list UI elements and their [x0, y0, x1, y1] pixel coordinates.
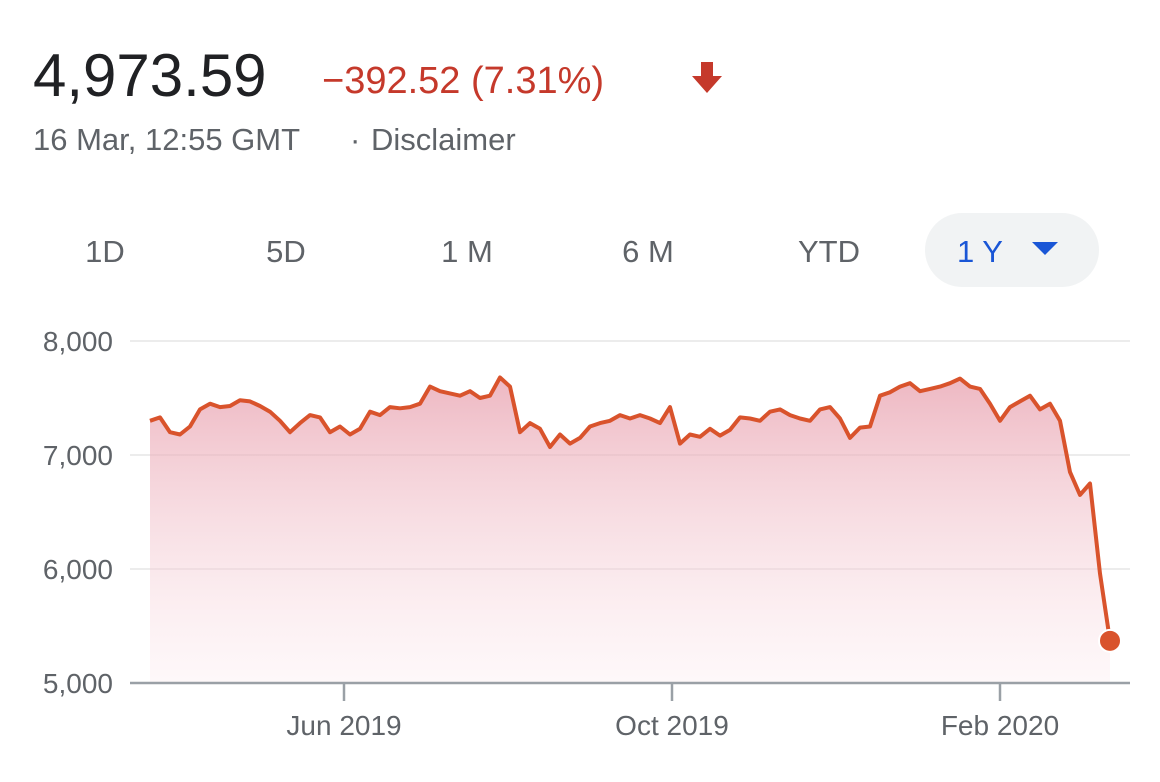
y-tick-label: 8,000: [43, 326, 113, 357]
x-tick-label: Oct 2019: [615, 710, 729, 741]
y-tick-label: 6,000: [43, 554, 113, 585]
timestamp: 16 Mar, 12:55 GMT: [33, 122, 300, 157]
price: 4,973.59: [33, 42, 267, 109]
tab[interactable]: 1D: [85, 234, 125, 269]
price-change: −392.52 (7.31%): [322, 60, 604, 102]
tab[interactable]: 1 M: [441, 234, 493, 269]
last-point-marker: [1098, 628, 1122, 653]
area: [150, 377, 1110, 683]
disclaimer-link[interactable]: Disclaimer: [371, 122, 516, 157]
tab[interactable]: 6 M: [622, 234, 674, 269]
down-arrow: [692, 62, 722, 93]
tab[interactable]: 5D: [266, 234, 306, 269]
y-tick-label: 5,000: [43, 668, 113, 699]
range-tabs: 1D 5D 1 M 6 M YTD 1 Y: [85, 213, 1099, 287]
tab-selected-bg: [925, 213, 1099, 287]
chart: 5,000 6,000 7,000 8,000 Jun 2019 Oct 2019 Feb …: [43, 326, 1130, 741]
x-tick-label: Jun 2019: [286, 710, 401, 741]
line: [149, 375, 1112, 642]
dropdown-icon: [1032, 242, 1058, 255]
separator: ·: [350, 122, 360, 157]
tab[interactable]: 1 Y: [957, 234, 1003, 269]
y-tick-label: 7,000: [43, 440, 113, 471]
tab[interactable]: YTD: [798, 234, 860, 269]
x-tick-label: Feb 2020: [941, 710, 1059, 741]
